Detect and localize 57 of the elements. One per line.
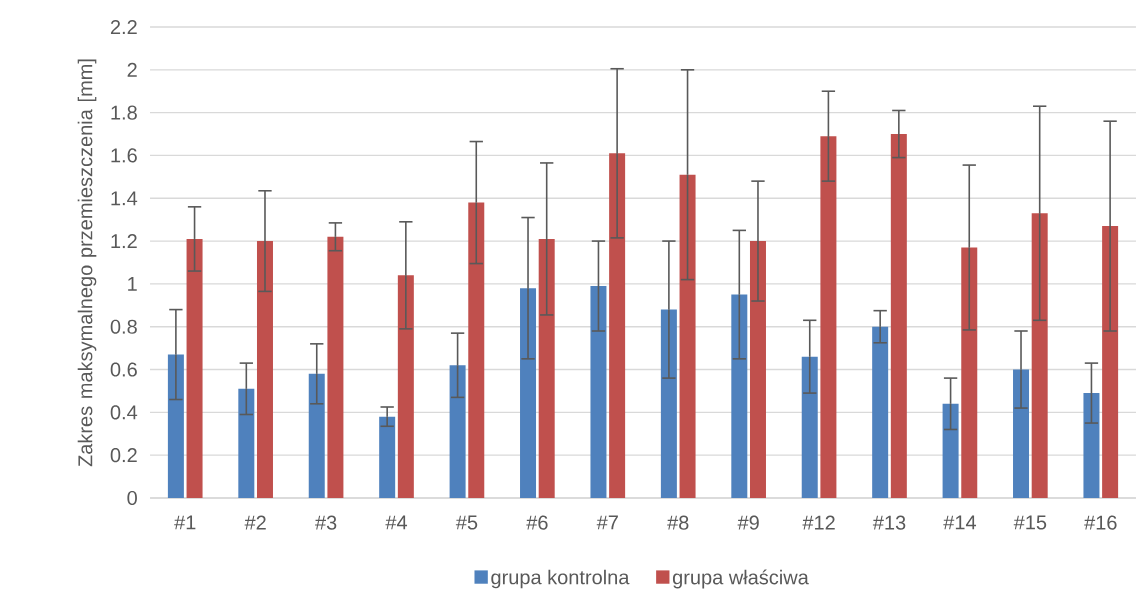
bar (468, 202, 485, 498)
bar (749, 241, 766, 498)
bar (679, 174, 696, 498)
y-tick-label: 2 (127, 62, 137, 77)
bar (327, 236, 344, 498)
bar (609, 153, 626, 498)
bar (1031, 213, 1048, 498)
bar (186, 238, 203, 498)
x-tick-label: #14 (943, 515, 977, 530)
y-axis-title: Zakres maksymalnego przemieszczenia [mm] (77, 59, 97, 467)
x-tick-label: #1 (174, 515, 196, 530)
bar (872, 326, 889, 498)
bar (538, 238, 555, 498)
bar (1083, 393, 1100, 498)
x-tick-label: #13 (872, 515, 906, 530)
y-tick-label: 0.8 (110, 319, 137, 334)
bar (308, 373, 325, 498)
bar (801, 356, 818, 498)
y-tick-label: 2.2 (110, 20, 137, 34)
y-tick-label: 0.6 (110, 362, 137, 377)
legend-label: grupa właściwa (672, 569, 809, 589)
bar (1013, 369, 1030, 498)
x-tick-label: #4 (385, 515, 408, 530)
bar (397, 275, 414, 498)
bar (590, 286, 607, 498)
bar (820, 136, 837, 498)
y-tick-label: 1.8 (111, 105, 137, 120)
bar (520, 288, 537, 498)
bar (449, 365, 466, 498)
y-tick-label: 0.2 (110, 448, 137, 463)
y-tick-label: 1.2 (111, 234, 137, 249)
legend-label: grupa kontrolna (491, 569, 630, 589)
x-tick-label: #12 (802, 515, 835, 530)
x-tick-label: #3 (315, 515, 337, 530)
bar (256, 241, 273, 498)
bar (238, 388, 255, 498)
x-tick-label: #2 (244, 515, 266, 530)
bar (961, 247, 978, 498)
x-tick-label: #15 (1013, 515, 1047, 530)
bar (890, 134, 907, 498)
bar (379, 416, 396, 498)
y-tick-label: 0 (127, 490, 137, 506)
bar (167, 354, 184, 498)
x-tick-label: #6 (526, 515, 548, 530)
x-tick-label: #8 (667, 515, 689, 530)
x-tick-label: #9 (737, 515, 759, 530)
bar (731, 294, 748, 498)
x-tick-label: #16 (1084, 515, 1117, 530)
y-tick-label: 1.4 (111, 191, 138, 206)
y-tick-label: 0.4 (110, 405, 138, 420)
y-tick-label: 1.6 (111, 148, 137, 163)
x-tick-label: #7 (596, 515, 618, 530)
bar (942, 403, 959, 498)
bar (660, 309, 677, 498)
bar (1102, 226, 1119, 498)
x-tick-label: #5 (455, 515, 478, 530)
y-tick-label: 1 (128, 277, 137, 291)
